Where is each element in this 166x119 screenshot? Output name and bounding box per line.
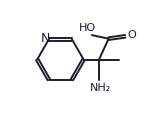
Text: HO: HO [79,23,96,33]
Text: N: N [41,32,50,45]
Text: NH₂: NH₂ [90,83,111,93]
Text: O: O [127,30,136,40]
